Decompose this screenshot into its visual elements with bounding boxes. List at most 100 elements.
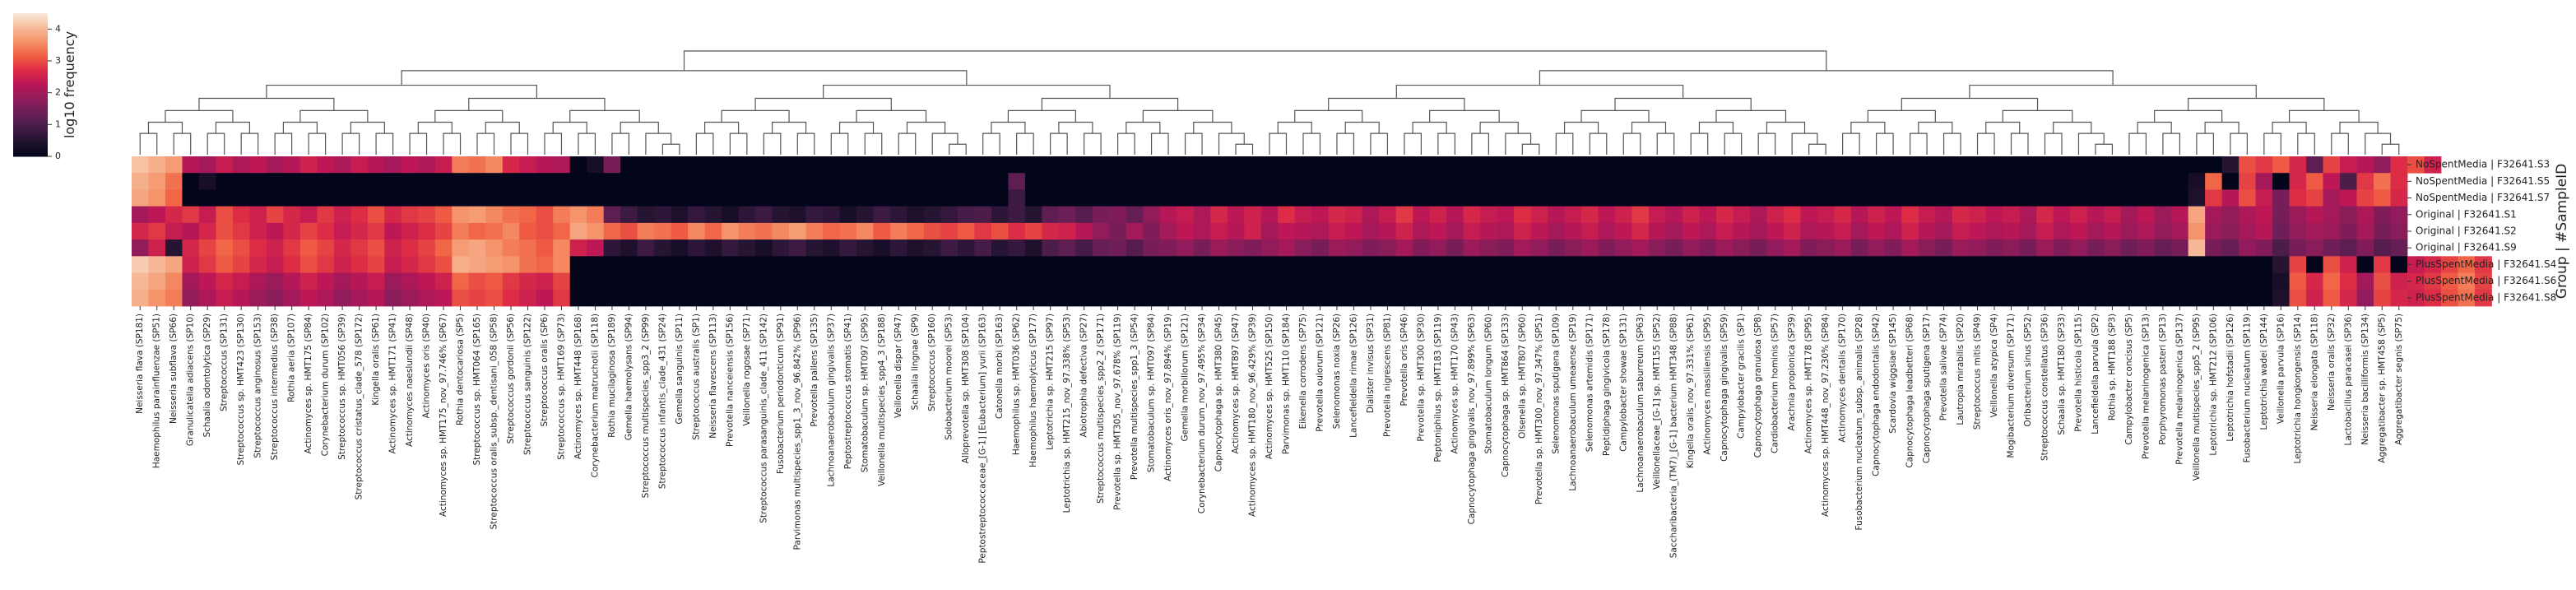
heatmap-cell xyxy=(873,256,891,273)
heatmap-cell xyxy=(2272,189,2290,207)
heatmap-cell xyxy=(1278,256,1296,273)
heatmap-cell xyxy=(2356,222,2374,240)
heatmap-cell xyxy=(1075,156,1093,174)
heatmap-cell xyxy=(1766,156,1785,174)
colorbar-segment xyxy=(13,151,48,155)
heatmap-cell xyxy=(2323,173,2341,190)
heatmap-cell xyxy=(805,156,824,174)
heatmap-cell xyxy=(418,289,436,307)
colorbar-segment xyxy=(13,53,48,55)
dendrogram-link xyxy=(1184,132,1203,155)
heatmap-cell xyxy=(452,239,470,257)
heatmap-cell xyxy=(2053,156,2071,174)
heatmap-cell xyxy=(1918,206,1936,224)
heatmap-cell xyxy=(587,156,605,174)
heatmap-cell xyxy=(654,289,672,307)
heatmap-cell xyxy=(2221,206,2239,224)
heatmap-cell xyxy=(216,173,234,190)
heatmap-cell xyxy=(1733,289,1751,307)
colorbar-segment xyxy=(13,143,48,146)
heatmap-cell xyxy=(1177,156,1195,174)
heatmap-cell xyxy=(603,222,621,240)
heatmap-cell xyxy=(704,289,722,307)
heatmap-cell xyxy=(991,272,1009,290)
heatmap-cell xyxy=(569,289,587,307)
heatmap-cell xyxy=(1598,256,1616,273)
heatmap-cell xyxy=(2323,256,2341,273)
heatmap-cell xyxy=(1193,272,1211,290)
heatmap-cell xyxy=(671,289,689,307)
heatmap-cell xyxy=(2137,206,2156,224)
heatmap-cell xyxy=(1024,156,1042,174)
heatmap-cell xyxy=(401,239,419,257)
heatmap-cell xyxy=(132,222,149,240)
heatmap-cell xyxy=(637,206,655,224)
heatmap-cell xyxy=(873,173,891,190)
heatmap-cell xyxy=(1159,173,1177,190)
heatmap-cell xyxy=(283,289,301,307)
column-label: Peptostreptococcus stomatis (SP41) xyxy=(843,314,853,469)
heatmap-cell xyxy=(249,222,267,240)
heatmap-cell xyxy=(317,272,335,290)
heatmap-cell xyxy=(620,239,638,257)
dendrogram-link xyxy=(1041,97,1179,111)
heatmap-cell xyxy=(1024,272,1042,290)
column-label: Lactobacillus paracasei (SP36) xyxy=(2343,314,2353,445)
dendrogram-link xyxy=(417,121,453,134)
heatmap-cell xyxy=(2070,206,2088,224)
heatmap-cell xyxy=(2221,256,2239,273)
heatmap-cell xyxy=(2306,222,2323,240)
colorbar-segment xyxy=(13,97,48,100)
heatmap-cell xyxy=(1850,256,1868,273)
heatmap-cell xyxy=(823,239,840,257)
heatmap-cell xyxy=(299,156,318,174)
heatmap-cell xyxy=(132,173,149,190)
column-label: Actinomyces oris_nov_97.894% (SP19) xyxy=(1163,314,1173,481)
heatmap-cell xyxy=(468,289,486,307)
heatmap-cell xyxy=(1733,272,1751,290)
heatmap-cell xyxy=(216,289,234,307)
colorbar-segment xyxy=(13,57,48,60)
heatmap-cell xyxy=(1969,239,1987,257)
colorbar-segment xyxy=(13,30,48,33)
heatmap-cell xyxy=(1497,272,1515,290)
dendrogram-link xyxy=(2204,121,2239,134)
column-label: Prevotella sp. HMT300_nov_97.347% (SP51) xyxy=(1534,314,1544,504)
heatmap-cell xyxy=(1581,272,1599,290)
heatmap-cell xyxy=(2036,156,2054,174)
row-label: PlusSpentMedia | F32641.S6 xyxy=(2416,275,2556,286)
heatmap-cell xyxy=(823,206,840,224)
heatmap-cell xyxy=(1631,289,1650,307)
column-label: Streptococcus cristatus_clade_578 (SP172… xyxy=(355,314,364,499)
heatmap-cell xyxy=(1126,256,1144,273)
dendrogram-link xyxy=(771,121,807,134)
dendrogram-link xyxy=(1631,121,1667,134)
heatmap-cell xyxy=(1008,173,1026,190)
colorbar-segment xyxy=(13,60,48,63)
heatmap-cell xyxy=(2272,222,2290,240)
heatmap-cell xyxy=(587,173,605,190)
heatmap-cell xyxy=(384,256,402,273)
dendrogram-link xyxy=(2053,121,2092,134)
heatmap-cell xyxy=(856,206,874,224)
heatmap-cell xyxy=(553,272,571,290)
heatmap-cell xyxy=(2374,289,2391,307)
heatmap-cell xyxy=(738,173,756,190)
heatmap-cell xyxy=(2137,189,2156,207)
heatmap-cell xyxy=(1109,206,1127,224)
heatmap-cell xyxy=(198,189,216,207)
column-label: Olsenella sp. HMT807 (SP60) xyxy=(1517,314,1527,439)
heatmap-cell xyxy=(317,239,335,257)
heatmap-cell xyxy=(1834,239,1852,257)
column-label: Streptococcus multispecies_spp2_2 (SP171… xyxy=(1096,314,1106,504)
column-label: Streptococcus intermedius (SP38) xyxy=(270,314,280,460)
colorbar-segment xyxy=(13,151,48,153)
heatmap-cell xyxy=(738,222,756,240)
colorbar-segment xyxy=(13,122,48,124)
dendrogram-link xyxy=(2331,132,2349,155)
colorbar-segment xyxy=(13,37,48,39)
colorbar-segment xyxy=(13,107,48,110)
heatmap-cell xyxy=(1278,272,1296,290)
heatmap-cell xyxy=(519,206,537,224)
heatmap-cell xyxy=(688,239,706,257)
